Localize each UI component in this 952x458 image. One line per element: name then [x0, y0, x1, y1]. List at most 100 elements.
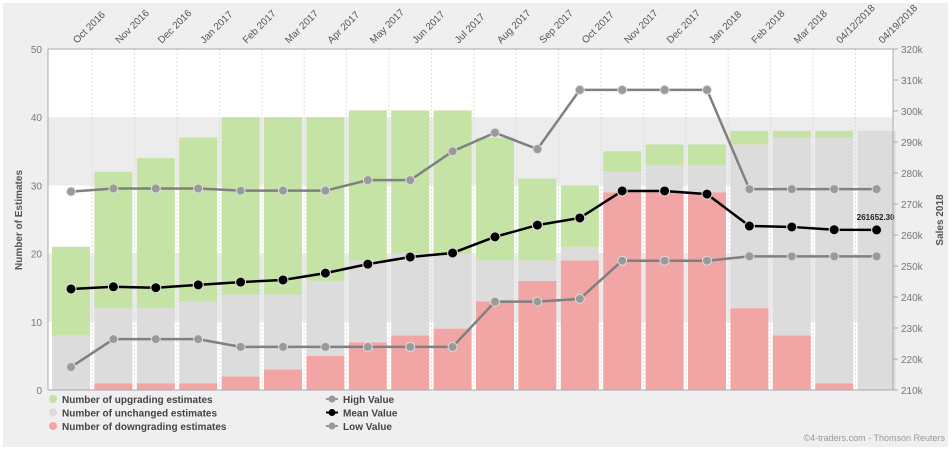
bar-upgrading — [603, 151, 642, 172]
point-high-value — [702, 84, 712, 95]
y2-tick-label: 280k — [901, 169, 924, 180]
y-axis-title: Number of Estimates — [14, 170, 25, 270]
point-mean-value — [574, 212, 586, 224]
legend-label: Number of unchanged estimates — [62, 409, 217, 420]
legend-swatch — [49, 408, 57, 417]
point-high-value — [362, 175, 373, 186]
point-low-value — [235, 341, 246, 352]
point-high-value — [659, 84, 670, 95]
bar-upgrading — [264, 117, 302, 295]
y2-tick-label: 210k — [901, 386, 924, 397]
point-high-value — [574, 84, 585, 95]
point-mean-value — [404, 251, 416, 263]
point-low-value — [66, 362, 76, 373]
bar-upgrading — [772, 130, 811, 138]
point-mean-value — [701, 188, 713, 200]
point-mean-value — [319, 267, 331, 279]
point-mean-value — [235, 276, 247, 288]
point-high-value — [829, 184, 840, 195]
y-tick-label: 40 — [31, 113, 43, 124]
point-low-value — [871, 251, 882, 262]
y2-tick-label: 320k — [901, 45, 924, 56]
bar-upgrading — [179, 137, 218, 302]
bar-downgrading — [730, 308, 769, 390]
y2-tick-label: 300k — [901, 107, 924, 118]
point-high-value — [871, 184, 882, 195]
line-low-value — [70, 255, 877, 369]
bar-downgrading — [688, 192, 726, 390]
point-mean-value — [447, 247, 459, 259]
bar-unchanged — [264, 294, 302, 370]
bar-unchanged — [433, 253, 472, 329]
point-low-value — [490, 296, 500, 307]
legend-label: Mean Value — [343, 409, 398, 420]
point-mean-value — [786, 221, 798, 233]
point-mean-value — [192, 279, 204, 291]
point-high-value — [405, 175, 416, 186]
y2-tick-label: 230k — [901, 324, 924, 335]
bar-downgrading — [603, 192, 642, 390]
bar-downgrading — [560, 260, 599, 390]
bar-unchanged — [391, 253, 430, 336]
bar-downgrading — [645, 192, 684, 390]
bar-upgrading — [348, 110, 387, 261]
y-tick-label: 30 — [31, 181, 43, 192]
bar-upgrading — [815, 130, 854, 138]
bar-downgrading — [306, 355, 345, 390]
legend-label: Low Value — [343, 422, 392, 433]
bar-downgrading — [264, 369, 302, 390]
point-high-value — [320, 185, 331, 196]
point-low-value — [108, 334, 119, 345]
bar-upgrading — [433, 110, 472, 254]
bar-unchanged — [221, 294, 260, 377]
point-high-value — [235, 185, 246, 196]
bar-unchanged — [772, 137, 811, 336]
bar-downgrading — [94, 383, 133, 390]
point-low-value — [447, 341, 458, 352]
bar-unchanged — [518, 260, 557, 281]
bar-downgrading — [772, 335, 811, 390]
point-mean-value — [489, 231, 501, 243]
bar-unchanged — [688, 164, 726, 193]
point-low-value — [574, 293, 585, 304]
legend-marker — [328, 422, 336, 430]
y2-tick-label: 310k — [901, 76, 924, 87]
bar-downgrading — [815, 383, 854, 390]
bar-unchanged — [476, 260, 514, 302]
point-low-value — [617, 255, 628, 266]
point-high-value — [617, 84, 628, 95]
bar-unchanged — [603, 171, 642, 193]
point-mean-value — [150, 282, 162, 294]
point-mean-value — [871, 224, 883, 236]
last-value-label: 261652.30 — [857, 213, 895, 222]
legend-label: Number of upgrading estimates — [62, 395, 213, 406]
legend-swatch — [49, 422, 57, 430]
point-high-value — [108, 183, 119, 194]
legend-label: Number of downgrading estimates — [62, 422, 227, 433]
line-high-value — [70, 88, 877, 193]
legend-label: High Value — [343, 395, 395, 406]
point-low-value — [532, 296, 543, 307]
point-low-value — [362, 341, 373, 352]
point-low-value — [320, 341, 331, 352]
point-mean-value — [107, 281, 119, 293]
y-tick-label: 10 — [31, 318, 43, 329]
bar-upgrading — [221, 117, 260, 295]
point-high-value — [66, 186, 76, 197]
point-mean-value — [65, 283, 77, 295]
point-low-value — [193, 334, 204, 345]
point-high-value — [744, 184, 755, 195]
line-mean-value — [70, 189, 877, 291]
legend-marker — [328, 409, 336, 416]
bar-downgrading — [179, 383, 218, 390]
y-tick-label: 20 — [31, 250, 43, 261]
point-high-value — [447, 146, 458, 157]
bar-upgrading — [730, 130, 769, 145]
y2-tick-label: 260k — [901, 231, 924, 242]
point-high-value — [786, 184, 797, 195]
legend-swatch — [49, 395, 57, 403]
point-mean-value — [828, 224, 840, 236]
y2-tick-label: 220k — [901, 355, 924, 366]
y2-axis-title: Sales 2018 — [935, 194, 946, 246]
